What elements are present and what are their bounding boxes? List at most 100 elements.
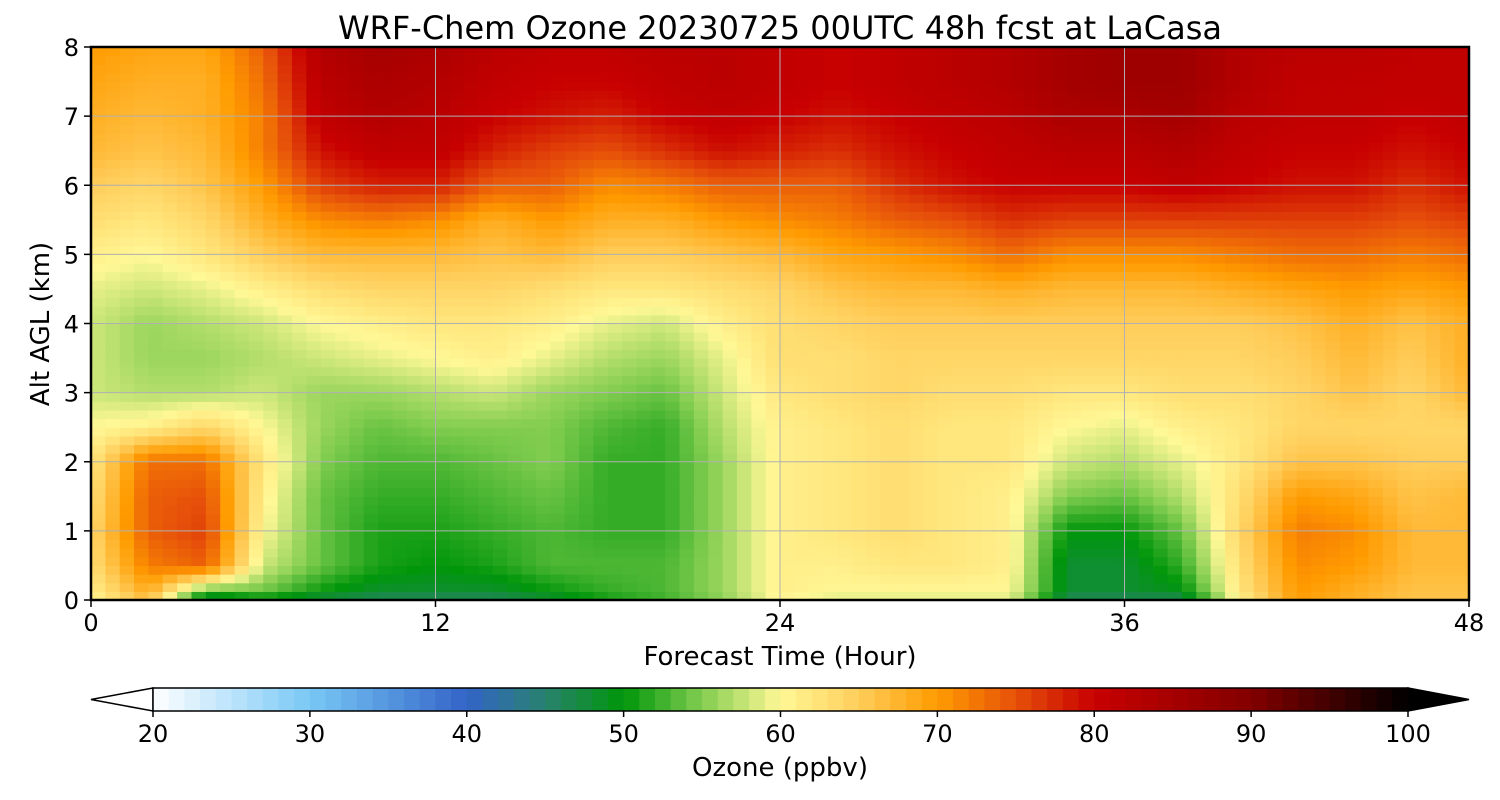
heatmap-cell	[1311, 349, 1327, 359]
heatmap-cell	[421, 280, 437, 290]
heatmap-cell	[1052, 427, 1068, 437]
heatmap-cell	[464, 375, 480, 385]
heatmap-cell	[794, 237, 810, 247]
heatmap-cell	[406, 237, 422, 247]
heatmap-cell	[679, 487, 695, 497]
heatmap-cell	[91, 167, 106, 178]
heatmap-cell	[636, 496, 652, 506]
heatmap-cell	[1196, 297, 1212, 307]
heatmap-cell	[1067, 401, 1083, 411]
heatmap-cell	[492, 323, 508, 333]
heatmap-cell	[1253, 297, 1269, 307]
heatmap-cell	[1339, 358, 1355, 368]
heatmap-cell	[880, 539, 896, 549]
heatmap-cell	[636, 530, 652, 541]
heatmap-cell	[535, 582, 551, 592]
heatmap-cell	[693, 556, 709, 567]
heatmap-cell	[306, 435, 322, 446]
heatmap-cell	[320, 383, 336, 394]
heatmap-cell	[923, 349, 939, 359]
heatmap-cell	[1354, 409, 1370, 420]
heatmap-cell	[1368, 237, 1384, 247]
heatmap-cell	[1181, 582, 1197, 592]
heatmap-cell	[1024, 375, 1039, 385]
heatmap-cell	[263, 150, 279, 160]
heatmap-cell	[952, 496, 968, 506]
heatmap-cell	[1009, 366, 1025, 376]
heatmap-cell	[995, 349, 1011, 359]
heatmap-cell	[1411, 444, 1427, 454]
heatmap-cell	[808, 271, 824, 281]
heatmap-cell	[780, 288, 795, 299]
heatmap-cell	[837, 522, 853, 532]
heatmap-cell	[894, 150, 910, 160]
heatmap-cell	[1268, 159, 1283, 169]
heatmap-cell	[1210, 375, 1226, 385]
heatmap-cell	[808, 193, 824, 204]
heatmap-cell	[1081, 435, 1097, 446]
heatmap-cell	[837, 288, 853, 299]
heatmap-cell	[1454, 539, 1470, 549]
heatmap-cell	[937, 358, 953, 368]
heatmap-cell	[1339, 427, 1355, 437]
heatmap-cell	[1239, 349, 1255, 359]
heatmap-cell	[1181, 263, 1197, 273]
heatmap-cell	[406, 358, 422, 368]
heatmap-cell	[1024, 150, 1039, 160]
heatmap-cell	[1038, 237, 1054, 247]
heatmap-cell	[1354, 219, 1370, 230]
heatmap-cell	[1167, 418, 1183, 428]
heatmap-cell	[220, 150, 236, 160]
heatmap-cell	[1339, 254, 1355, 264]
heatmap-cell	[1354, 237, 1370, 247]
heatmap-cell	[880, 522, 896, 532]
heatmap-cell	[665, 193, 681, 204]
heatmap-cell	[1009, 193, 1025, 204]
heatmap-cell	[1253, 383, 1269, 394]
heatmap-cell	[579, 539, 594, 549]
heatmap-cell	[1153, 167, 1169, 178]
heatmap-cell	[435, 280, 451, 290]
heatmap-cell	[550, 358, 566, 368]
heatmap-cell	[320, 332, 336, 342]
heatmap-cell	[1354, 314, 1370, 325]
heatmap-cell	[1138, 461, 1154, 471]
heatmap-cell	[1382, 150, 1398, 160]
heatmap-cell	[248, 574, 264, 584]
heatmap-cell	[177, 582, 193, 592]
heatmap-cell	[1224, 418, 1240, 428]
heatmap-cell	[622, 159, 638, 169]
heatmap-cell	[851, 375, 867, 385]
heatmap-cell	[823, 435, 839, 446]
heatmap-cell	[392, 565, 408, 575]
heatmap-cell	[1153, 263, 1169, 273]
heatmap-cell	[1181, 530, 1197, 541]
heatmap-cell	[1024, 392, 1039, 402]
heatmap-cell	[1368, 219, 1384, 230]
heatmap-cell	[1196, 530, 1212, 541]
heatmap-cell	[937, 548, 953, 558]
heatmap-cell	[1124, 582, 1140, 592]
heatmap-cell	[1440, 323, 1456, 333]
heatmap-cell	[794, 375, 810, 385]
heatmap-cell	[220, 366, 236, 376]
heatmap-cell	[937, 366, 953, 376]
heatmap-cell	[650, 271, 666, 281]
heatmap-cell	[291, 297, 307, 307]
heatmap-cell	[679, 193, 695, 204]
heatmap-cell	[736, 383, 752, 394]
heatmap-cell	[894, 409, 910, 420]
heatmap-cell	[1052, 383, 1068, 394]
heatmap-cell	[880, 237, 896, 247]
heatmap-cell	[765, 375, 781, 385]
heatmap-cell	[765, 565, 781, 575]
heatmap-cell	[564, 392, 580, 402]
heatmap-cell	[392, 176, 408, 186]
heatmap-cell	[650, 461, 666, 471]
heatmap-cell	[1354, 383, 1370, 394]
heatmap-cell	[1425, 167, 1441, 178]
heatmap-cell	[866, 513, 882, 523]
heatmap-cell	[952, 323, 968, 333]
heatmap-cell	[736, 297, 752, 307]
heatmap-cell	[148, 185, 164, 195]
